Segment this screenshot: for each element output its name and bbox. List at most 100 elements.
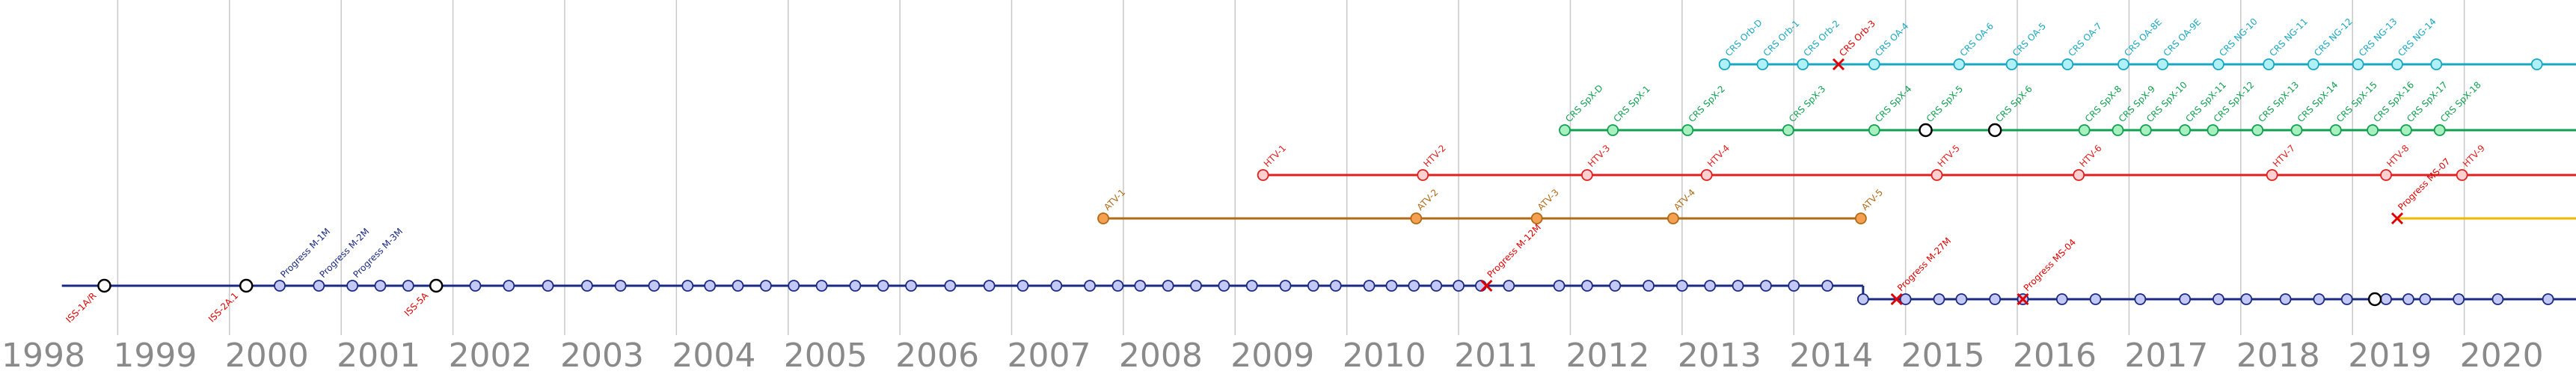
- launch-node[interactable]: [648, 280, 660, 292]
- launch-node[interactable]: [2433, 124, 2446, 136]
- launch-node[interactable]: [503, 280, 515, 292]
- launch-node[interactable]: [2400, 124, 2412, 136]
- launch-node[interactable]: [1453, 280, 1465, 292]
- launch-node[interactable]: [2340, 293, 2353, 305]
- launch-node[interactable]: [2453, 293, 2465, 305]
- failure-marker[interactable]: [2017, 292, 2029, 306]
- launch-node[interactable]: [1821, 280, 1833, 292]
- launch-node[interactable]: [1643, 280, 1655, 292]
- launch-node[interactable]: [1931, 169, 1943, 181]
- launch-node[interactable]: [614, 280, 627, 292]
- launch-node[interactable]: [1607, 124, 1619, 136]
- launch-node[interactable]: [1084, 280, 1096, 292]
- launch-node[interactable]: [2005, 58, 2018, 70]
- launch-node[interactable]: [1417, 169, 1429, 181]
- launch-node[interactable]: [1788, 280, 1800, 292]
- launch-node[interactable]: [542, 280, 554, 292]
- launch-node[interactable]: [2266, 169, 2278, 181]
- launch-node[interactable]: [2078, 124, 2091, 136]
- launch-node[interactable]: [1868, 58, 1880, 70]
- launch-node[interactable]: [1700, 169, 1713, 181]
- milestone-node[interactable]: [2367, 292, 2382, 307]
- launch-node[interactable]: [2117, 58, 2129, 70]
- launch-node[interactable]: [2179, 293, 2192, 305]
- launch-node[interactable]: [1854, 212, 1867, 224]
- launch-node[interactable]: [1933, 293, 1945, 305]
- launch-node[interactable]: [1475, 280, 1487, 292]
- launch-node[interactable]: [2290, 124, 2303, 136]
- launch-node[interactable]: [983, 280, 996, 292]
- launch-node[interactable]: [313, 280, 325, 292]
- launch-node[interactable]: [2179, 124, 2192, 136]
- launch-node[interactable]: [2367, 124, 2379, 136]
- launch-node[interactable]: [1681, 124, 1694, 136]
- launch-node[interactable]: [1718, 58, 1731, 70]
- launch-node[interactable]: [2402, 293, 2414, 305]
- failure-marker[interactable]: [2391, 212, 2404, 225]
- launch-node[interactable]: [2207, 124, 2219, 136]
- launch-node[interactable]: [1410, 212, 1423, 224]
- launch-node[interactable]: [1580, 169, 1593, 181]
- launch-node[interactable]: [1530, 212, 1543, 224]
- failure-marker[interactable]: [1832, 58, 1845, 71]
- launch-node[interactable]: [2491, 293, 2504, 305]
- launch-node[interactable]: [1760, 280, 1772, 292]
- launch-node[interactable]: [1732, 280, 1744, 292]
- launch-node[interactable]: [877, 280, 889, 292]
- launch-node[interactable]: [2430, 58, 2443, 70]
- launch-node[interactable]: [580, 280, 593, 292]
- launch-node[interactable]: [2212, 293, 2224, 305]
- launch-node[interactable]: [1559, 124, 1571, 136]
- launch-node[interactable]: [905, 280, 917, 292]
- failure-marker[interactable]: [1480, 279, 1493, 292]
- launch-node[interactable]: [2055, 293, 2068, 305]
- launch-node[interactable]: [1162, 280, 1174, 292]
- launch-node[interactable]: [1797, 58, 1809, 70]
- launch-node[interactable]: [2542, 293, 2554, 305]
- milestone-node[interactable]: [1987, 123, 2002, 138]
- launch-node[interactable]: [788, 280, 800, 292]
- launch-node[interactable]: [759, 280, 772, 292]
- launch-node[interactable]: [1363, 280, 1376, 292]
- launch-node[interactable]: [1667, 212, 1679, 224]
- launch-node[interactable]: [1385, 280, 1398, 292]
- launch-node[interactable]: [1245, 280, 1258, 292]
- launch-node[interactable]: [2329, 124, 2342, 136]
- launch-node[interactable]: [2279, 293, 2292, 305]
- launch-node[interactable]: [1553, 280, 1565, 292]
- launch-node[interactable]: [815, 280, 828, 292]
- launch-node[interactable]: [1329, 280, 1342, 292]
- milestone-node[interactable]: [239, 278, 254, 293]
- launch-node[interactable]: [2391, 58, 2403, 70]
- launch-node[interactable]: [2313, 293, 2325, 305]
- launch-node[interactable]: [346, 280, 359, 292]
- launch-node[interactable]: [1953, 58, 1966, 70]
- launch-node[interactable]: [1134, 280, 1147, 292]
- launch-node[interactable]: [2380, 293, 2392, 305]
- milestone-node[interactable]: [429, 278, 444, 293]
- launch-node[interactable]: [1503, 280, 1515, 292]
- failure-marker[interactable]: [1890, 292, 1903, 306]
- launch-node[interactable]: [681, 280, 694, 292]
- launch-node[interactable]: [1016, 280, 1029, 292]
- launch-node[interactable]: [1097, 212, 1109, 224]
- launch-node[interactable]: [2112, 124, 2124, 136]
- milestone-node[interactable]: [97, 278, 111, 293]
- launch-node[interactable]: [1111, 280, 1124, 292]
- milestone-node[interactable]: [1919, 123, 1933, 138]
- launch-node[interactable]: [2251, 124, 2264, 136]
- launch-node[interactable]: [1430, 280, 1443, 292]
- launch-node[interactable]: [1190, 280, 1202, 292]
- launch-node[interactable]: [2307, 58, 2319, 70]
- launch-node[interactable]: [2240, 293, 2253, 305]
- launch-node[interactable]: [2134, 293, 2147, 305]
- launch-node[interactable]: [1856, 293, 1869, 305]
- launch-node[interactable]: [274, 280, 286, 292]
- launch-node[interactable]: [1257, 169, 1269, 181]
- launch-node[interactable]: [2419, 293, 2432, 305]
- launch-node[interactable]: [1899, 293, 1912, 305]
- launch-node[interactable]: [2456, 169, 2468, 181]
- launch-node[interactable]: [704, 280, 717, 292]
- launch-node[interactable]: [2139, 124, 2152, 136]
- launch-node[interactable]: [1218, 280, 1230, 292]
